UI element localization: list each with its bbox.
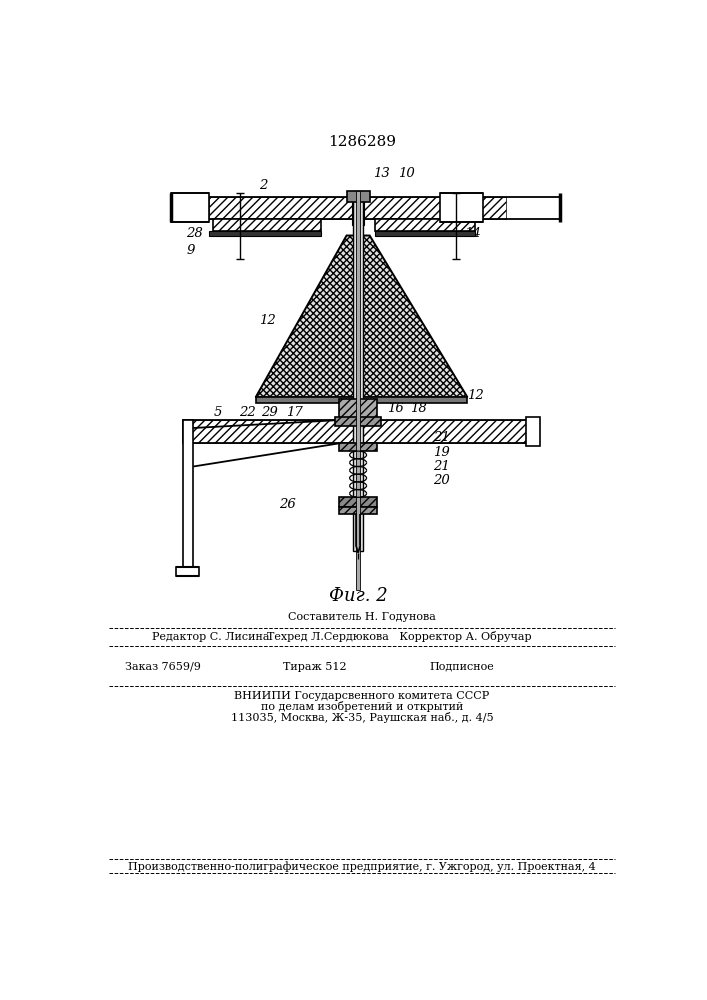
Bar: [256, 397, 467, 403]
Bar: [356, 191, 361, 590]
Text: 21: 21: [433, 431, 450, 444]
Bar: [346, 191, 370, 202]
Bar: [352, 191, 364, 225]
Text: 19: 19: [433, 446, 450, 459]
Bar: [182, 420, 529, 443]
Text: Производственно-полиграфическое предприятие, г. Ужгород, ул. Проектная, 4: Производственно-полиграфическое предприя…: [128, 861, 596, 872]
Text: 28: 28: [187, 227, 203, 240]
Text: Подписное: Подписное: [429, 662, 493, 672]
Text: ВНИИПИ Государсвенного комитета СССР: ВНИИПИ Государсвенного комитета СССР: [234, 691, 489, 701]
Text: 26: 26: [279, 498, 296, 512]
Text: 1286289: 1286289: [328, 135, 396, 149]
Polygon shape: [256, 235, 467, 397]
Bar: [339, 507, 378, 514]
Bar: [375, 219, 475, 231]
Bar: [209, 197, 506, 219]
Text: 29: 29: [261, 406, 278, 419]
Text: Фиг. 2: Фиг. 2: [329, 587, 387, 605]
Bar: [171, 197, 560, 219]
Text: 21: 21: [433, 460, 450, 473]
Text: 20: 20: [433, 474, 450, 487]
Text: 22: 22: [239, 406, 255, 419]
Text: 16: 16: [387, 402, 403, 415]
Bar: [339, 443, 378, 451]
Text: 12: 12: [467, 389, 484, 402]
Bar: [526, 417, 540, 446]
Text: 13: 13: [373, 167, 390, 180]
Bar: [176, 567, 199, 576]
Text: Составитель Н. Годунова: Составитель Н. Годунова: [288, 612, 436, 622]
Text: по делам изобретений и открытий: по делам изобретений и открытий: [261, 701, 463, 712]
Bar: [353, 191, 363, 551]
Bar: [440, 193, 483, 222]
Text: Редактор С. Лисина: Редактор С. Лисина: [152, 632, 269, 642]
Text: 17: 17: [286, 406, 303, 419]
Text: Тираж 512: Тираж 512: [283, 662, 346, 672]
Bar: [171, 193, 209, 222]
Text: Техред Л.Сердюкова   Корректор А. Обручар: Техред Л.Сердюкова Корректор А. Обручар: [267, 631, 532, 642]
Text: 5: 5: [214, 406, 222, 419]
Bar: [182, 420, 529, 443]
Text: 2: 2: [259, 179, 268, 192]
Bar: [209, 231, 321, 235]
Text: 113035, Москва, Ж-35, Раушская наб., д. 4/5: 113035, Москва, Ж-35, Раушская наб., д. …: [230, 712, 493, 723]
Text: 14: 14: [464, 227, 480, 240]
Text: 18: 18: [409, 402, 426, 415]
Text: 27: 27: [187, 212, 203, 225]
Bar: [375, 231, 475, 235]
Text: 9: 9: [187, 244, 194, 257]
Bar: [335, 417, 381, 426]
Bar: [339, 497, 378, 507]
Bar: [182, 420, 193, 567]
Text: Заказ 7659/9: Заказ 7659/9: [125, 662, 201, 672]
Bar: [214, 219, 321, 231]
Bar: [339, 399, 378, 420]
Text: 12: 12: [259, 314, 276, 327]
Text: 10: 10: [398, 167, 415, 180]
